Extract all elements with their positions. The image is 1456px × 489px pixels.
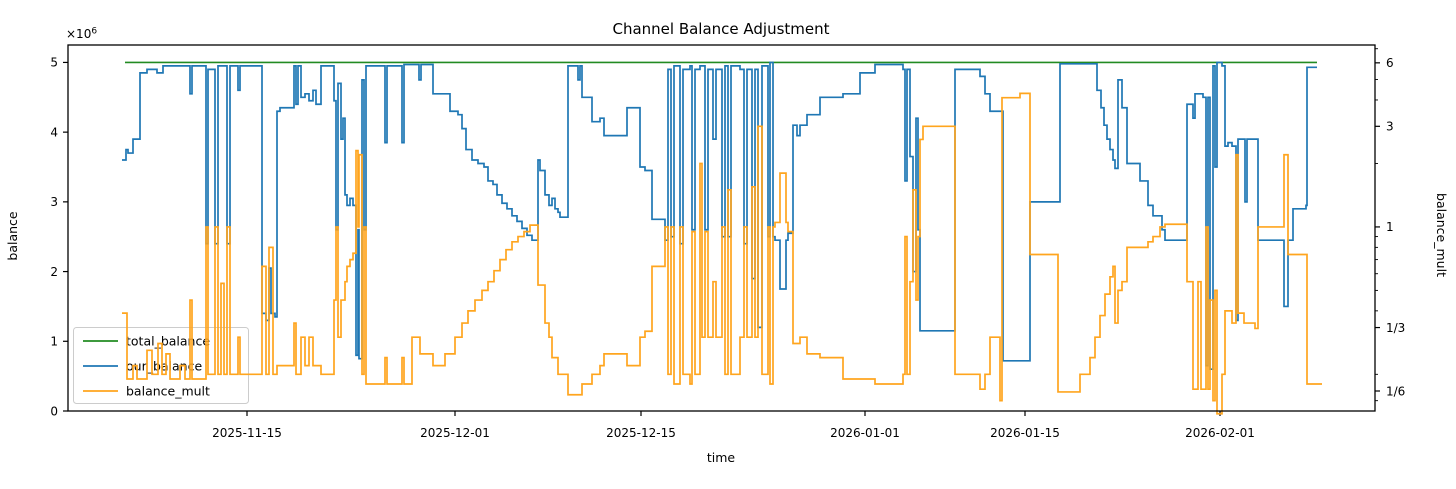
axis-ticks: 2025-11-15 2025-12-01 2025-12-15 2026-01-01… — [50, 48, 1405, 440]
right-tick-label: 1/3 — [1386, 321, 1405, 335]
legend: total_balance our_balance balance_mult — [73, 327, 249, 404]
right-tick-label: 6 — [1386, 56, 1394, 70]
left-axis-offset-label: ×106 — [66, 27, 97, 42]
right-tick-label: 1/6 — [1386, 384, 1405, 398]
right-tick-label: 3 — [1386, 120, 1394, 134]
legend-label-total_balance: total_balance — [126, 333, 210, 348]
axes-spines — [67, 44, 1376, 412]
x-tick-label: 2025-12-01 — [420, 426, 490, 440]
left-tick-label: 3 — [50, 195, 58, 209]
x-tick-label: 2026-01-01 — [830, 426, 900, 440]
legend-label-our_balance: our_balance — [126, 358, 202, 373]
x-tick-label: 2026-02-01 — [1185, 426, 1255, 440]
chart-title: Channel Balance Adjustment — [612, 20, 829, 38]
legend-box — [73, 327, 249, 404]
x-tick-label: 2025-11-15 — [212, 426, 282, 440]
left-tick-label: 5 — [50, 56, 58, 70]
legend-label-balance_mult: balance_mult — [126, 383, 210, 398]
series-our_balance — [122, 61, 1317, 371]
x-tick-label: 2025-12-15 — [606, 426, 676, 440]
plot-border — [67, 44, 1376, 412]
y-axis-label-right: balance_mult — [1434, 193, 1449, 277]
left-tick-label: 0 — [50, 404, 58, 418]
left-tick-label: 1 — [50, 335, 58, 349]
x-tick-label: 2026-01-15 — [990, 426, 1060, 440]
series-balance_mult — [122, 92, 1322, 415]
y-axis-label-left: balance — [5, 211, 20, 261]
series-lines — [122, 61, 1322, 415]
left-tick-label: 4 — [50, 125, 58, 139]
x-axis-label: time — [707, 450, 736, 465]
left-tick-label: 2 — [50, 265, 58, 279]
right-tick-label: 1 — [1386, 220, 1394, 234]
